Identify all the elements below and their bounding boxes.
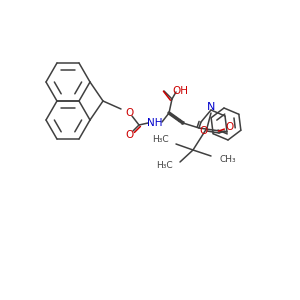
Text: H₃C: H₃C [156,161,173,170]
Text: O: O [225,122,233,132]
Text: O: O [125,130,133,140]
Text: NH: NH [147,118,163,128]
Text: O: O [199,126,207,136]
Text: OH: OH [172,86,188,96]
Text: H₃C: H₃C [152,136,169,145]
Text: CH₃: CH₃ [219,155,236,164]
Text: O: O [125,108,133,118]
Text: N: N [207,102,215,112]
